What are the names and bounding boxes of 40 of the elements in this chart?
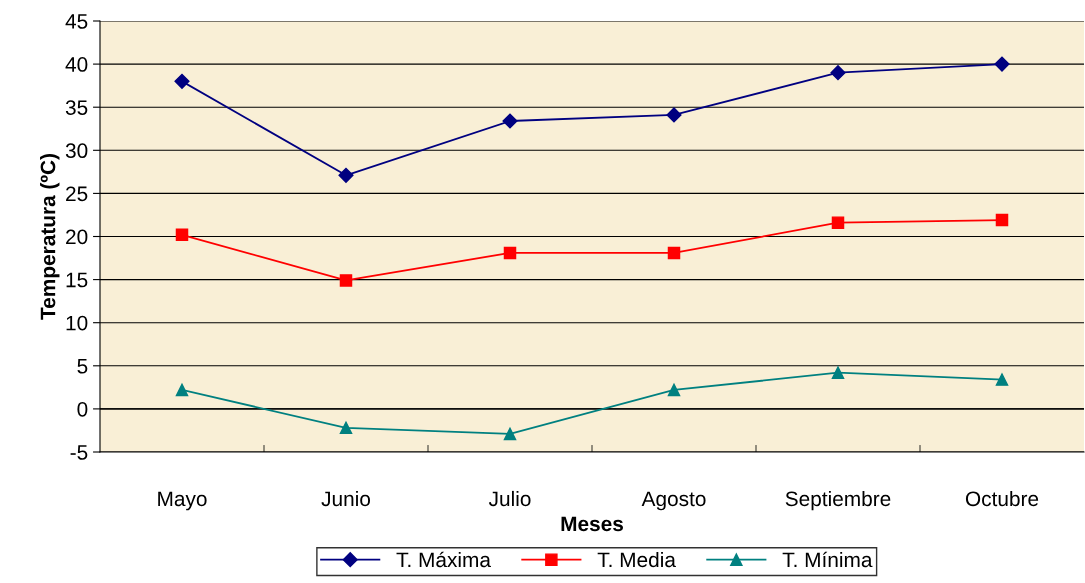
y-tick-label: 0 [77,401,88,417]
point [503,427,517,441]
y-tick-label: 15 [66,272,88,288]
x-tick-label: Septiembre [785,490,891,511]
y-tick-label: 25 [66,186,88,202]
legend-label: T. Mínima [782,551,873,568]
point [339,274,353,287]
x-axis-title: Meses [561,516,623,532]
x-tick-label: Agosto [641,491,706,511]
y-tick-label: 35 [65,100,88,115]
y-tick-label: 20 [66,229,88,245]
x-tick-label: Octubre [965,490,1039,507]
y-tick-label: 45 [65,14,88,29]
point [175,383,189,397]
point [994,56,1010,72]
x-tick-label: Julio [488,490,531,507]
y-tick-label: 5 [77,359,88,374]
point [995,213,1009,227]
point [831,366,845,379]
y-tick-label: 30 [65,143,88,159]
point [175,228,189,242]
y-axis-title: Temperatura (ºC) [40,154,60,320]
point [831,216,845,229]
point [503,246,517,260]
legend-label: T. Máxima [396,551,491,568]
point [995,373,1009,386]
point [830,65,846,81]
point [502,113,518,129]
y-tick-label: 40 [65,57,88,72]
point [667,383,681,397]
point [667,246,681,260]
legend-label: T. Media [597,551,676,568]
point [338,167,354,183]
point [339,421,353,435]
y-tick-label: -5 [70,445,88,460]
x-tick-label: Junio [321,490,371,507]
point [174,73,190,89]
point [666,107,682,123]
y-tick-label: 10 [66,315,88,331]
x-tick-label: Mayo [158,491,207,511]
